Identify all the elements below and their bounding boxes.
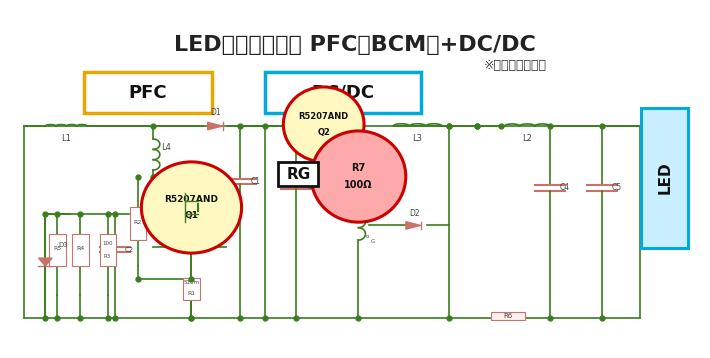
Ellipse shape <box>311 131 406 222</box>
Text: R5207AND: R5207AND <box>299 112 349 121</box>
Text: C3: C3 <box>306 182 317 191</box>
Text: R2: R2 <box>133 220 142 225</box>
FancyBboxPatch shape <box>49 233 65 266</box>
Polygon shape <box>406 222 421 229</box>
Text: L1: L1 <box>61 134 71 143</box>
FancyBboxPatch shape <box>641 108 688 248</box>
Text: L4: L4 <box>162 144 171 153</box>
FancyBboxPatch shape <box>278 162 318 186</box>
Text: R5207AND: R5207AND <box>165 195 219 204</box>
Text: L3: L3 <box>413 134 422 143</box>
Text: o: o <box>366 176 368 181</box>
Text: LED: LED <box>657 162 672 194</box>
Text: 510m: 510m <box>183 280 200 285</box>
Text: R3: R3 <box>104 254 111 259</box>
Text: RG: RG <box>286 166 310 182</box>
Text: C5: C5 <box>612 183 622 193</box>
Text: R1: R1 <box>187 291 195 296</box>
Text: Q1: Q1 <box>185 211 199 220</box>
Text: R4: R4 <box>76 246 84 251</box>
Polygon shape <box>207 122 223 130</box>
FancyBboxPatch shape <box>183 277 200 300</box>
FancyBboxPatch shape <box>129 208 146 240</box>
Text: o: o <box>366 234 368 240</box>
Text: ※電路図（摘録）: ※電路図（摘録） <box>484 59 547 72</box>
FancyBboxPatch shape <box>265 72 421 113</box>
Text: Q2: Q2 <box>317 128 330 137</box>
FancyBboxPatch shape <box>99 233 116 266</box>
Ellipse shape <box>283 87 364 162</box>
Text: C1: C1 <box>251 177 261 186</box>
Text: L2: L2 <box>523 134 532 143</box>
Ellipse shape <box>141 162 241 253</box>
Text: D3: D3 <box>58 242 67 248</box>
FancyBboxPatch shape <box>84 72 212 113</box>
Text: D2: D2 <box>409 209 420 218</box>
Text: G: G <box>371 240 376 244</box>
Text: PFC: PFC <box>129 84 168 102</box>
Text: o: o <box>366 192 368 197</box>
FancyBboxPatch shape <box>72 233 89 266</box>
Text: D1: D1 <box>211 108 221 117</box>
Text: R5: R5 <box>53 246 61 251</box>
Text: R6: R6 <box>503 313 513 319</box>
Text: C2: C2 <box>125 247 133 253</box>
Text: TX1: TX1 <box>371 183 385 189</box>
Text: C4: C4 <box>559 183 569 193</box>
Text: LED照明电路案例 PFC（BCM）+DC/DC: LED照明电路案例 PFC（BCM）+DC/DC <box>174 35 536 55</box>
Text: DC/DC: DC/DC <box>311 84 374 102</box>
Text: R7: R7 <box>351 163 366 173</box>
FancyBboxPatch shape <box>491 312 525 320</box>
Text: 100Ω: 100Ω <box>344 180 373 190</box>
Text: 100: 100 <box>102 241 113 246</box>
Polygon shape <box>38 258 53 266</box>
